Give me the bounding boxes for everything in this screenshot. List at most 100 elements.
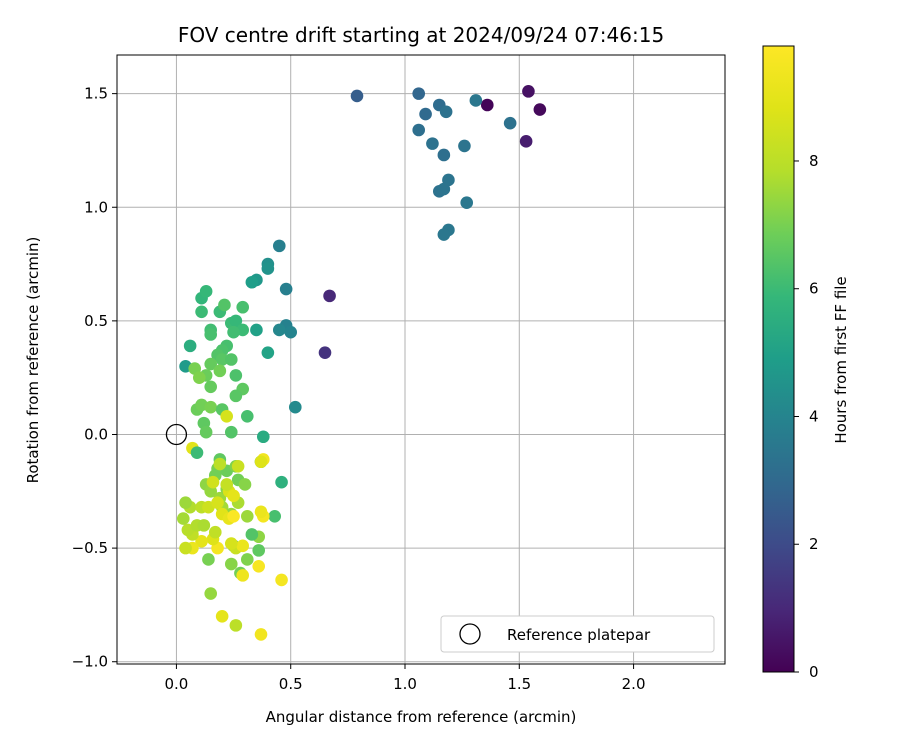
y-tick-label: −1.0 (72, 653, 108, 671)
data-point (229, 619, 243, 632)
data-point (419, 107, 432, 121)
x-axis-ticks: 0.0 0.5 1.0 1.5 2.0 (164, 664, 646, 693)
data-point (272, 239, 286, 253)
data-point (480, 98, 494, 112)
data-point (522, 85, 535, 98)
data-point (211, 496, 224, 509)
data-point (236, 300, 250, 314)
data-point (412, 87, 426, 100)
x-tick-label: 0.0 (164, 675, 188, 693)
data-point (190, 446, 204, 459)
data-point (279, 282, 293, 296)
data-point (176, 512, 190, 525)
y-tick-label: 1.5 (84, 85, 108, 103)
data-point (437, 182, 451, 196)
data-point (224, 557, 238, 571)
data-point (227, 489, 240, 503)
data-point (229, 314, 243, 328)
plot-frame (116, 54, 726, 665)
colorbar-tick-label: 0 (809, 663, 819, 681)
data-point (503, 116, 517, 130)
data-point (240, 410, 254, 423)
colorbar-ticks: 0 2 4 6 8 (794, 152, 819, 681)
data-point (204, 587, 218, 600)
colorbar-tick-label: 6 (809, 280, 819, 298)
colorbar-tick-label: 2 (809, 535, 819, 553)
x-tick-label: 0.5 (279, 675, 303, 693)
data-point (192, 371, 206, 384)
y-axis-label: Rotation from reference (arcmin) (24, 237, 42, 484)
data-point (254, 455, 268, 469)
data-point (240, 553, 254, 566)
data-point (204, 357, 218, 371)
colorbar-label: Hours from first FF file (832, 276, 850, 443)
data-point (288, 400, 302, 414)
data-point (458, 139, 471, 153)
data-point (240, 509, 254, 523)
x-tick-label: 1.5 (507, 675, 531, 693)
x-axis-label: Angular distance from reference (arcmin) (266, 708, 577, 726)
data-point (197, 519, 211, 532)
data-point (224, 425, 238, 439)
data-point (439, 105, 453, 119)
data-point (323, 289, 336, 303)
x-tick-label: 2.0 (622, 675, 646, 693)
data-point (215, 609, 229, 623)
data-point (206, 475, 220, 489)
legend-marker-reference (459, 623, 481, 645)
y-tick-label: 0.5 (84, 312, 108, 330)
data-point (213, 457, 227, 471)
data-point (227, 325, 240, 339)
data-point (227, 509, 240, 523)
data-point (204, 400, 218, 414)
data-point (245, 275, 259, 289)
data-point (272, 323, 286, 337)
colorbar-tick-label: 8 (809, 152, 819, 170)
data-point (204, 380, 218, 394)
data-point (220, 478, 234, 491)
data-point (252, 559, 266, 573)
data-point (469, 94, 483, 107)
data-point (238, 478, 252, 491)
data-point (437, 148, 451, 162)
data-point (533, 103, 547, 116)
data-point (256, 430, 270, 444)
y-tick-label: 1.0 (84, 198, 108, 216)
data-point (204, 328, 218, 341)
data-point (284, 325, 298, 339)
data-point (250, 323, 263, 337)
data-point (199, 285, 213, 298)
data-point (218, 298, 231, 312)
legend-label-reference: Reference platepar (507, 626, 651, 644)
data-point (426, 137, 439, 150)
y-tick-label: 0.0 (84, 425, 108, 443)
data-point (195, 534, 208, 548)
data-point (350, 89, 364, 103)
colorbar-tick-label: 4 (809, 407, 819, 425)
data-point (231, 460, 245, 473)
chart-title: FOV centre drift starting at 2024/09/24 … (178, 23, 664, 47)
data-point (208, 525, 222, 539)
data-point (460, 196, 474, 210)
data-point (437, 228, 451, 241)
reference-platepar-marker (165, 423, 188, 446)
reference-marker-group (165, 423, 188, 446)
y-axis-ticks: −1.0 −0.5 0.0 0.5 1.0 1.5 (72, 85, 117, 671)
data-point (252, 544, 266, 557)
data-point (199, 425, 213, 439)
data-point (183, 339, 197, 353)
data-point (268, 509, 282, 523)
data-point (275, 573, 288, 587)
data-point (195, 305, 208, 319)
data-point (254, 505, 268, 519)
data-point (229, 369, 243, 382)
data-point (229, 389, 243, 403)
data-point (245, 528, 259, 541)
data-point (261, 346, 275, 359)
x-tick-label: 1.0 (393, 675, 417, 693)
legend-box (440, 615, 715, 653)
data-point (215, 353, 229, 366)
data-point (224, 353, 238, 366)
data-point (213, 364, 227, 378)
data-point (261, 262, 275, 275)
